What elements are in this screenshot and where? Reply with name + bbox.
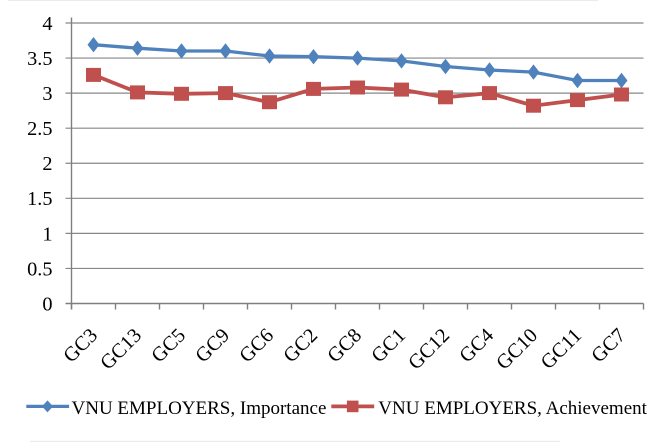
svg-text:VNU EMPLOYERS, Importance: VNU EMPLOYERS, Importance: [72, 398, 327, 419]
svg-text:4: 4: [42, 13, 52, 35]
svg-text:3: 3: [42, 83, 52, 105]
svg-text:VNU EMPLOYERS, Achievement: VNU EMPLOYERS, Achievement: [378, 398, 647, 419]
svg-text:2.5: 2.5: [27, 118, 52, 140]
svg-text:0.5: 0.5: [27, 258, 52, 280]
svg-text:1: 1: [42, 223, 52, 245]
svg-text:0: 0: [42, 293, 52, 315]
svg-text:1.5: 1.5: [27, 188, 52, 210]
svg-text:2: 2: [42, 153, 52, 175]
svg-text:3.5: 3.5: [27, 48, 52, 70]
